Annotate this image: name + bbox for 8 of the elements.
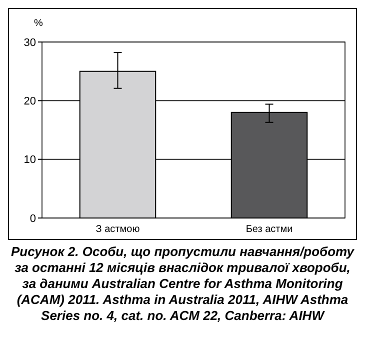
y-tick-label: 20 — [24, 96, 36, 108]
y-tick-label: 0 — [30, 212, 36, 225]
x-tick-label: Без астми — [246, 224, 293, 235]
y-axis-title: % — [34, 18, 43, 29]
text: Рисунок 2. Особи, що пропустили навчання/роботу за останні 12 місяців внаслідок тривалої хвороби, за даними Australian Centre for Asthma Monitoring (ACAM) 2011. Asthma in Australia 2011, AIHW Asthma Series no. 4, cat. no. ACM 22, Canberra: AIHW — [10, 244, 356, 324]
y-tick-label: 10 — [24, 154, 36, 166]
y-tick-label: 30 — [24, 36, 36, 49]
x-tick-label: З астмою — [96, 224, 140, 235]
